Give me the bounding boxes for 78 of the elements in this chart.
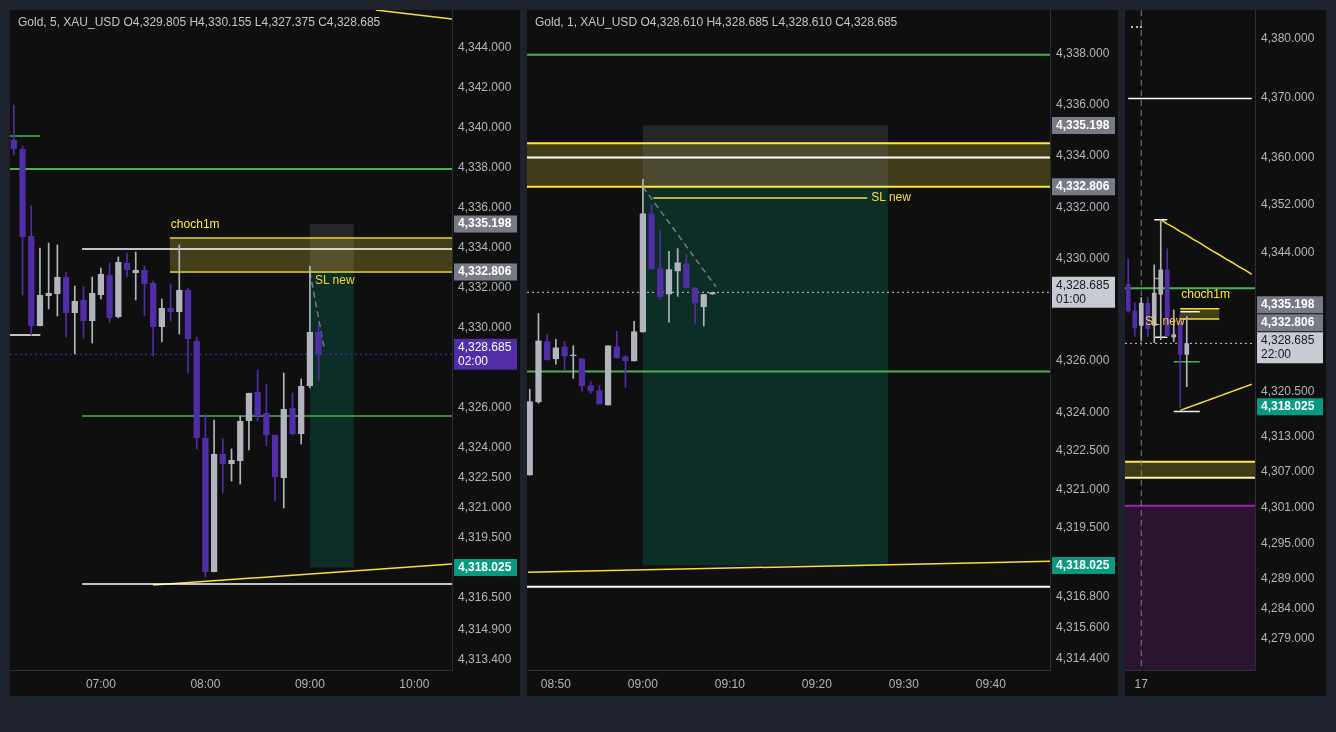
x-tick-label: 09:10 — [714, 676, 746, 691]
y-tick-label: 4,334.000 — [1056, 148, 1110, 163]
ref-line-label: 4,328.685 01:00 — [1056, 277, 1110, 306]
x-tick-label: 09:30 — [888, 676, 920, 691]
y-tick-label: 4,322.500 — [458, 470, 512, 485]
annotation: SL new — [315, 272, 355, 287]
y-tick-label: 4,338.000 — [1056, 45, 1110, 60]
y-tick-label: 4,289.000 — [1261, 571, 1315, 586]
y-tick-label: 4,336.000 — [458, 200, 512, 215]
y-tick-label: 4,334.000 — [458, 240, 512, 255]
text: Gold, 5, XAU_USD O4,329.805 H4,330.155 L4,327.375 C4,328.685 — [18, 15, 381, 30]
y-tick-label: 4,324.000 — [1056, 404, 1110, 419]
y-tick-label: 4,335.198 — [1261, 296, 1315, 311]
y-tick-label: 4,326.000 — [1056, 353, 1110, 368]
y-tick-label: 4,321.000 — [458, 500, 512, 515]
y-tick-label: 4,318.025 — [458, 559, 512, 574]
candlestick — [1184, 316, 1190, 387]
y-tick-label: 4,301.000 — [1261, 500, 1315, 515]
y-tick-label: 4,332.806 — [1261, 314, 1315, 329]
candlestick — [71, 285, 78, 355]
y-tick-label: 4,344.000 — [458, 40, 512, 55]
x-tick-label: 17 — [1134, 676, 1149, 691]
y-tick-label: 4,315.600 — [1056, 620, 1110, 635]
y-tick-label: 4,314.900 — [458, 622, 512, 637]
y-tick-label: 4,318.025 — [1056, 557, 1110, 572]
y-tick-label: 4,320.500 — [1261, 384, 1315, 399]
y-tick-label: 4,307.000 — [1261, 464, 1315, 479]
y-tick-label: 4,332.000 — [458, 280, 512, 295]
ref-line-label: 4,328.685 22:00 — [1261, 332, 1315, 361]
x-tick-label: 09:40 — [975, 676, 1007, 691]
legend-label: choch1m — [170, 217, 220, 232]
ref-line-label: 4,328.685 02:00 — [458, 339, 512, 368]
y-tick-label: 4,322.500 — [1056, 443, 1110, 458]
y-tick-label: 4,338.000 — [458, 160, 512, 175]
candlestick — [176, 244, 183, 335]
y-tick-label: 4,316.800 — [1056, 589, 1110, 604]
legend-label: choch1m — [1181, 287, 1230, 302]
y-tick-label: 4,335.198 — [1056, 117, 1110, 132]
x-tick-label: 09:00 — [627, 676, 659, 691]
y-tick-label: 4,279.000 — [1261, 630, 1315, 645]
candlestick — [674, 248, 681, 297]
y-tick-label: 4,324.000 — [458, 440, 512, 455]
y-tick-label: 4,332.806 — [458, 264, 512, 279]
series-label: SL new — [871, 190, 912, 205]
y-tick-label: 4,319.500 — [458, 530, 512, 545]
y-tick-label: 4,321.000 — [1056, 481, 1110, 496]
x-tick-label: 10:00 — [399, 676, 430, 691]
candlestick — [132, 251, 139, 301]
y-tick-label: 4,344.000 — [1261, 244, 1315, 259]
y-tick-label: 4,332.806 — [1056, 179, 1110, 194]
y-tick-label: 4,336.000 — [1056, 97, 1110, 112]
x-tick-label: 08:00 — [190, 676, 221, 691]
text: Gold, 1, XAU_USD O4,328.610 H4,328.685 L4,328.610 C4,328.685 — [535, 15, 898, 30]
y-tick-label: 4,370.000 — [1261, 90, 1315, 105]
y-tick-label: 4,326.000 — [458, 400, 512, 415]
x-tick-label: 09:00 — [294, 676, 326, 691]
y-tick-label: 4,313.400 — [458, 652, 512, 667]
candlestick — [10, 104, 17, 156]
x-tick-label: 07:00 — [85, 676, 117, 691]
y-tick-label: 4,316.500 — [458, 590, 512, 605]
y-tick-label: 4,380.000 — [1261, 30, 1315, 45]
y-tick-label: 4,319.500 — [1056, 520, 1110, 535]
y-tick-label: 4,332.000 — [1056, 199, 1110, 214]
x-tick-label: 08:50 — [540, 676, 572, 691]
y-tick-label: 4,295.000 — [1261, 535, 1315, 550]
y-tick-label: 4,360.000 — [1261, 149, 1315, 164]
y-tick-label: 4,340.000 — [458, 120, 512, 135]
x-tick-label: 09:20 — [801, 676, 833, 691]
y-tick-label: 4,335.198 — [458, 216, 512, 231]
y-tick-label: 4,352.000 — [1261, 197, 1315, 212]
y-tick-label: 4,318.025 — [1261, 399, 1315, 413]
y-tick-label: 4,314.400 — [1056, 650, 1110, 665]
candlestick — [219, 438, 226, 494]
y-tick-label: 4,330.000 — [458, 320, 512, 335]
y-tick-label: 4,330.000 — [1056, 250, 1110, 265]
y-tick-label: 4,313.000 — [1261, 428, 1315, 443]
y-tick-label: 4,284.000 — [1261, 601, 1315, 616]
y-tick-label: 4,342.000 — [458, 80, 512, 95]
